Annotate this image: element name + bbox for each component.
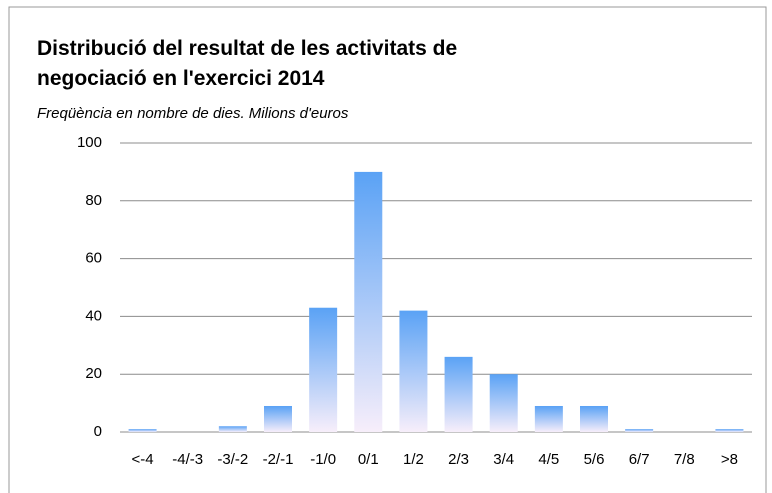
y-tick-label: 100 <box>77 134 102 151</box>
bar <box>309 307 338 432</box>
y-tick-label: 80 <box>85 192 102 209</box>
bar <box>580 405 608 432</box>
bar <box>715 429 744 432</box>
bar <box>264 405 292 432</box>
frame <box>8 6 767 493</box>
x-tick-label: 2/3 <box>448 451 469 468</box>
bar <box>354 171 383 432</box>
x-tick-label: 0/1 <box>358 451 379 468</box>
x-tick-label: 7/8 <box>674 451 695 468</box>
bar <box>128 429 157 432</box>
bar <box>218 426 247 432</box>
chart-subtitle: Freqüència en nombre de dies. Milions d'… <box>37 105 349 122</box>
chart-title: Distribució del resultat de les activita… <box>37 37 458 90</box>
x-tick-label: 3/4 <box>493 451 514 468</box>
y-tick-label: 40 <box>85 307 102 324</box>
x-tick-label: 4/5 <box>538 451 559 468</box>
x-tick-label: <-4 <box>132 451 154 468</box>
bar <box>399 310 428 432</box>
x-tick-label: 6/7 <box>629 451 650 468</box>
x-tick-label: -4/-3 <box>172 451 203 468</box>
x-tick-label: -2/-1 <box>263 451 294 468</box>
x-tick-label: 1/2 <box>403 451 424 468</box>
x-tick-label: >8 <box>721 451 738 468</box>
bar <box>625 429 654 432</box>
x-tick-label: 5/6 <box>584 451 605 468</box>
bar <box>534 405 563 432</box>
y-tick-label: 0 <box>94 423 102 440</box>
x-tick-label: -1/0 <box>310 451 336 468</box>
bar <box>489 374 518 432</box>
x-tick-label: -3/-2 <box>217 451 248 468</box>
y-tick-label: 20 <box>85 365 102 382</box>
bar <box>444 356 473 432</box>
y-tick-label: 60 <box>85 250 102 267</box>
